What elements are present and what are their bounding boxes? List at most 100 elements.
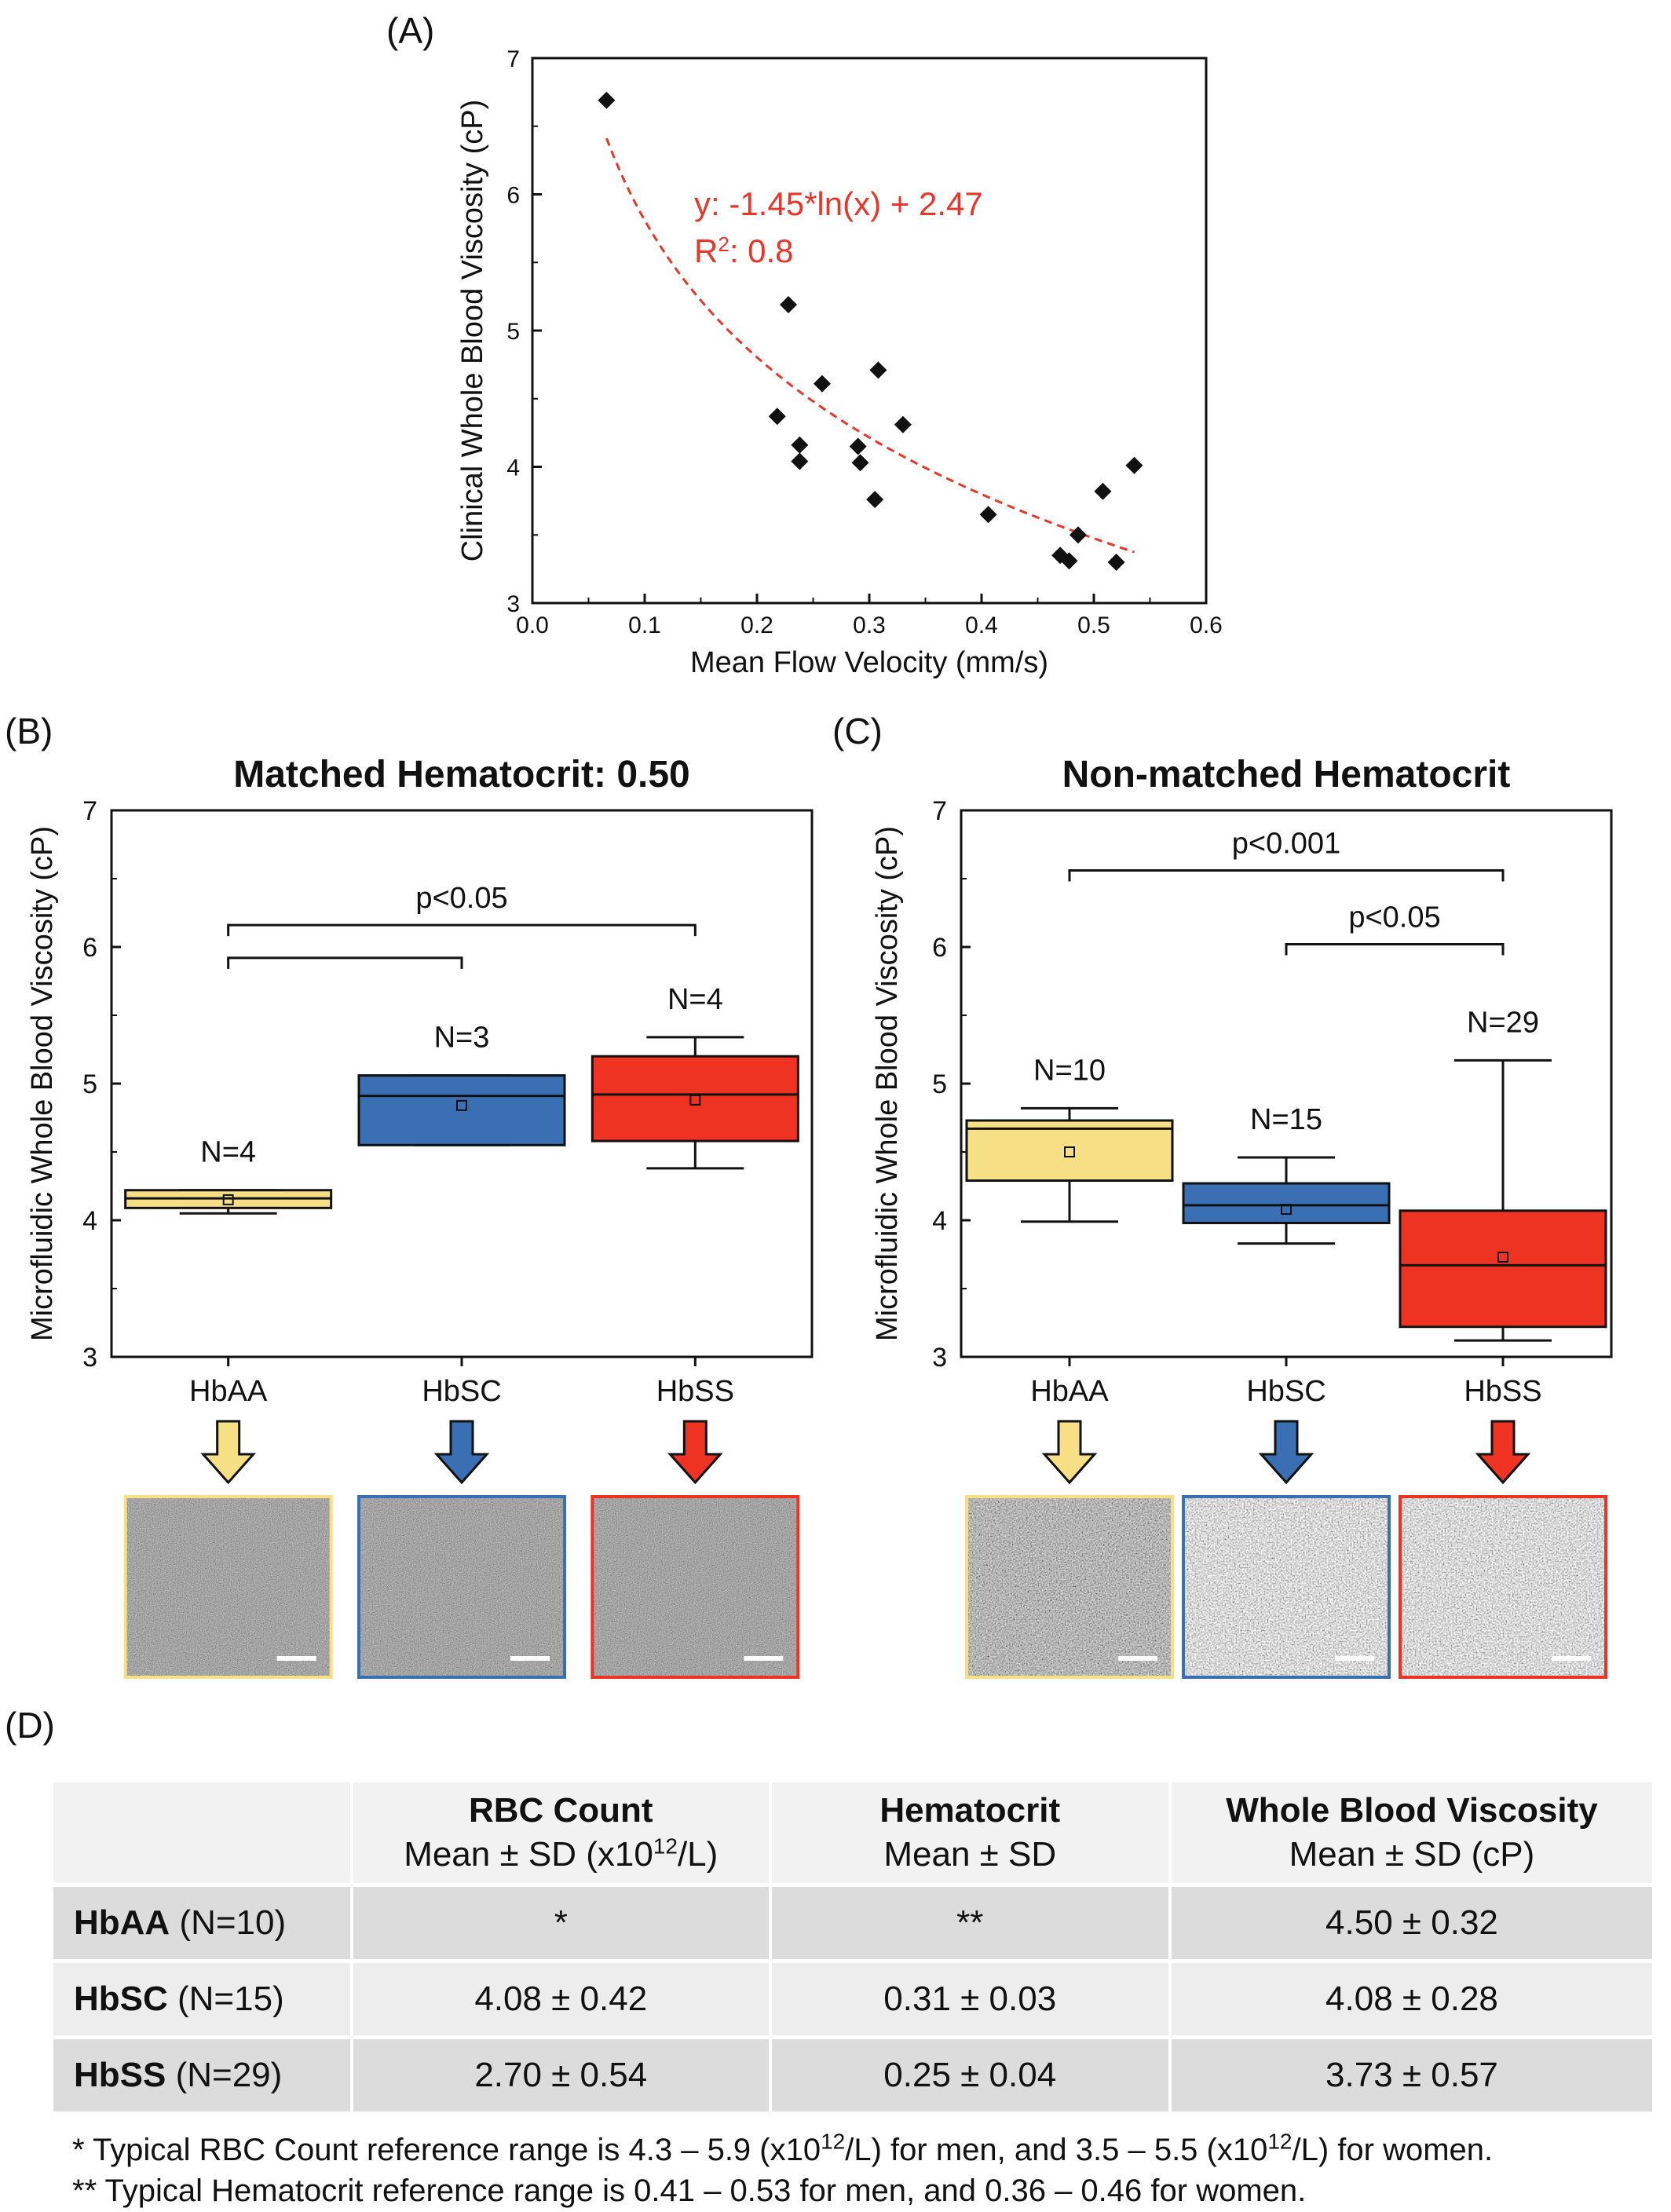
data-point xyxy=(791,436,809,454)
x-tick-label: HbAA xyxy=(1030,1375,1109,1408)
data-point xyxy=(866,491,884,509)
down-arrow-icon xyxy=(200,1420,257,1485)
mean-marker xyxy=(689,1094,701,1106)
cell-hematocrit: ** xyxy=(770,1883,1172,1962)
chart-title: Matched Hematocrit: 0.50 xyxy=(233,754,690,795)
plot-frame xyxy=(531,57,1208,605)
n-label: N=3 xyxy=(434,1022,490,1055)
mean-marker xyxy=(1497,1251,1508,1263)
data-point xyxy=(849,437,867,455)
y-tick-label: 3 xyxy=(932,1343,947,1373)
y-tick-label: 3 xyxy=(82,1343,97,1373)
fit-equation: y: -1.45*ln(x) + 2.47 xyxy=(694,185,983,222)
micrograph-frame xyxy=(591,1495,800,1679)
y-tick-label: 7 xyxy=(506,46,520,72)
y-tick-label: 6 xyxy=(82,933,97,963)
micrograph-image xyxy=(125,1497,331,1677)
x-tick-label: 0.1 xyxy=(628,612,661,638)
mean-marker xyxy=(1281,1204,1292,1216)
mean-marker xyxy=(1064,1146,1075,1157)
box xyxy=(965,1119,1174,1183)
table-header-viscosity: Whole Blood Viscosity Mean ± SD (cP) xyxy=(1169,1782,1652,1885)
micrograph-image xyxy=(592,1497,799,1677)
n-label: N=4 xyxy=(200,1136,256,1169)
panel-label-c: (C) xyxy=(832,711,883,751)
scatter-chart: 0.0 0.1 0.2 0.3 0.4 0.5 0.6 3 4 5 6 7 Mean Flow Velo… xyxy=(456,46,1223,679)
x-tick-label: HbSS xyxy=(1464,1375,1541,1408)
data-point xyxy=(851,454,869,472)
cell-viscosity: 4.50 ± 0.32 xyxy=(1169,1883,1652,1962)
significance-bracket xyxy=(1068,869,1505,882)
cell-viscosity: 3.73 ± 0.57 xyxy=(1169,2035,1652,2111)
cell-rbc: * xyxy=(351,1883,772,1962)
y-tick-label: 7 xyxy=(932,796,947,826)
summary-table: RBC Count Mean ± SD (x1012/L) Hematocrit M… xyxy=(53,1782,1652,2111)
panel-label-d: (D) xyxy=(5,1705,55,1746)
n-label: N=4 xyxy=(667,983,723,1016)
x-tick-label: 0.5 xyxy=(1077,612,1110,638)
fit-curve xyxy=(605,137,1135,554)
micrograph-image xyxy=(1183,1497,1389,1677)
y-tick-label: 5 xyxy=(82,1069,97,1099)
down-arrow-icon xyxy=(667,1420,723,1485)
x-tick-label: HbSC xyxy=(1246,1375,1325,1408)
footnote-rbc: * Typical RBC Count reference range is 4… xyxy=(72,2129,1494,2167)
data-point xyxy=(869,361,887,379)
micrograph-frame xyxy=(357,1495,566,1679)
cell-viscosity: 4.08 ± 0.28 xyxy=(1169,1959,1652,2038)
y-tick-label: 6 xyxy=(932,933,947,963)
data-point xyxy=(1094,482,1112,500)
fit-r-squared: R2: 0.8 xyxy=(694,232,794,269)
x-tick-label: 0.6 xyxy=(1190,612,1223,638)
x-tick-label: HbSS xyxy=(656,1375,734,1408)
panel-label-a: (A) xyxy=(386,10,435,51)
cell-rbc: 2.70 ± 0.54 xyxy=(351,2035,772,2111)
box xyxy=(1182,1182,1391,1224)
significance-bracket xyxy=(1285,943,1505,956)
table-row: HbAA (N=10) * ** 4.50 ± 0.32 xyxy=(53,1883,1652,1962)
data-point xyxy=(1060,552,1078,570)
y-tick-label: 5 xyxy=(506,319,520,345)
cell-hematocrit: 0.25 ± 0.04 xyxy=(770,2035,1172,2111)
box-chart-nonmatched: Non-matched Hematocrit 3 4 5 6 7 Microfluidic … xyxy=(871,754,1613,1408)
data-point xyxy=(791,452,809,470)
x-tick-label: 0.4 xyxy=(965,612,998,638)
micrograph-frame xyxy=(123,1495,333,1679)
micrograph-frame xyxy=(1399,1495,1607,1679)
y-tick-label: 4 xyxy=(82,1206,97,1236)
table-header-empty xyxy=(53,1782,353,1885)
table-header-row: RBC Count Mean ± SD (x1012/L) Hematocrit M… xyxy=(53,1782,1652,1885)
table-row: HbSC (N=15) 4.08 ± 0.42 0.31 ± 0.03 4.08… xyxy=(53,1959,1652,2038)
footnote-hematocrit: ** Typical Hematocrit reference range is… xyxy=(72,2174,1307,2208)
micrograph-image xyxy=(359,1497,565,1677)
table-row: HbSS (N=29) 2.70 ± 0.54 0.25 ± 0.04 3.73… xyxy=(53,2035,1652,2111)
down-arrow-icon xyxy=(1041,1420,1098,1485)
micrograph-frame xyxy=(1182,1495,1391,1679)
y-tick-label: 6 xyxy=(506,183,520,209)
x-tick-label: 0.3 xyxy=(853,612,886,638)
down-arrow-icon xyxy=(433,1420,490,1485)
data-point xyxy=(768,408,786,426)
data-point xyxy=(1125,456,1143,474)
x-tick-label: 0.0 xyxy=(516,612,549,638)
p-value-label: p<0.05 xyxy=(415,882,507,915)
micrograph-image xyxy=(967,1497,1172,1677)
panel-label-b: (B) xyxy=(5,711,53,751)
y-axis-label: Clinical Whole Blood Viscosity (cP) xyxy=(456,100,489,562)
row-label-hbaa: HbAA (N=10) xyxy=(53,1883,353,1962)
box-chart-matched: Matched Hematocrit: 0.50 3 4 5 6 7 Microfluidi… xyxy=(26,754,814,1408)
data-point xyxy=(894,415,912,433)
x-axis-label: Mean Flow Velocity (mm/s) xyxy=(690,646,1048,679)
significance-bracket xyxy=(227,923,697,937)
x-tick-label: HbAA xyxy=(189,1375,268,1408)
y-tick-label: 4 xyxy=(506,455,520,481)
micrograph-image xyxy=(1400,1497,1606,1677)
y-tick-label: 7 xyxy=(82,796,97,826)
mean-marker xyxy=(222,1194,234,1205)
n-label: N=29 xyxy=(1467,1006,1539,1039)
row-label-hbss: HbSS (N=29) xyxy=(53,2035,353,2111)
y-tick-label: 5 xyxy=(932,1069,947,1099)
data-point xyxy=(1107,553,1125,571)
y-axis-label: Microfluidic Whole Blood Viscosity (cP) xyxy=(26,826,59,1341)
